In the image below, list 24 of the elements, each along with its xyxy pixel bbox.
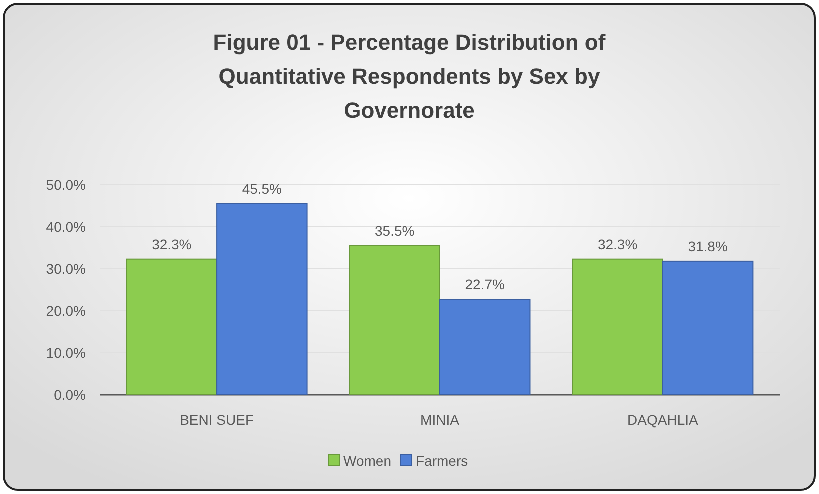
x-tick-label: DAQAHLIA bbox=[628, 412, 700, 428]
bar bbox=[349, 245, 440, 396]
legend-label: Women bbox=[344, 453, 392, 469]
legend-label: Farmers bbox=[416, 453, 468, 469]
data-label: 45.5% bbox=[242, 180, 282, 197]
x-tick-label: MINIA bbox=[420, 412, 460, 428]
y-tick-label: 10.0% bbox=[46, 345, 86, 361]
bar bbox=[126, 258, 218, 396]
y-tick-label: 20.0% bbox=[46, 303, 86, 319]
data-label: 31.8% bbox=[688, 238, 728, 254]
y-tick-label: 40.0% bbox=[46, 219, 86, 235]
data-label: 32.3% bbox=[598, 236, 638, 252]
data-label: 22.7% bbox=[465, 276, 505, 293]
y-tick-label: 30.0% bbox=[46, 261, 86, 277]
bar bbox=[216, 203, 308, 396]
y-tick-label: 50.0% bbox=[46, 177, 86, 193]
bar bbox=[440, 299, 531, 396]
y-tick-label: 0.0% bbox=[54, 387, 86, 403]
bar bbox=[662, 260, 754, 396]
bar bbox=[572, 258, 664, 396]
data-label: 32.3% bbox=[152, 236, 192, 252]
chart-title: Figure 01 - Percentage Distribution of Quantitative Respondents by Sex by Governorate bbox=[213, 30, 606, 123]
data-label: 35.5% bbox=[375, 222, 415, 239]
x-tick-label: BENI SUEF bbox=[180, 412, 254, 428]
